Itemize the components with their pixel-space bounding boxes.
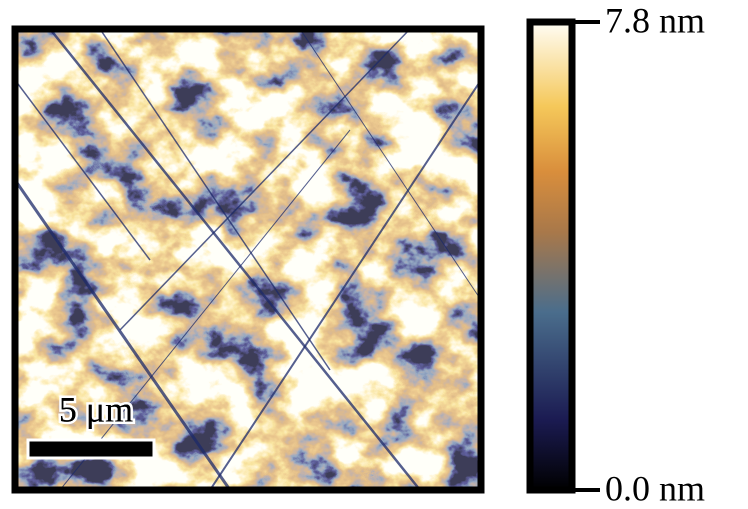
scale-bar-label: 5 μm: [59, 389, 133, 429]
colorbar-tick-label: 7.8 nm: [605, 0, 705, 40]
figure: 5 μm 5 μm 7.8 nm0.0 nm: [0, 0, 748, 509]
colorbar-tick-label: 0.0 nm: [605, 468, 705, 508]
colorbar: [530, 22, 572, 490]
scale-bar: [28, 440, 154, 458]
